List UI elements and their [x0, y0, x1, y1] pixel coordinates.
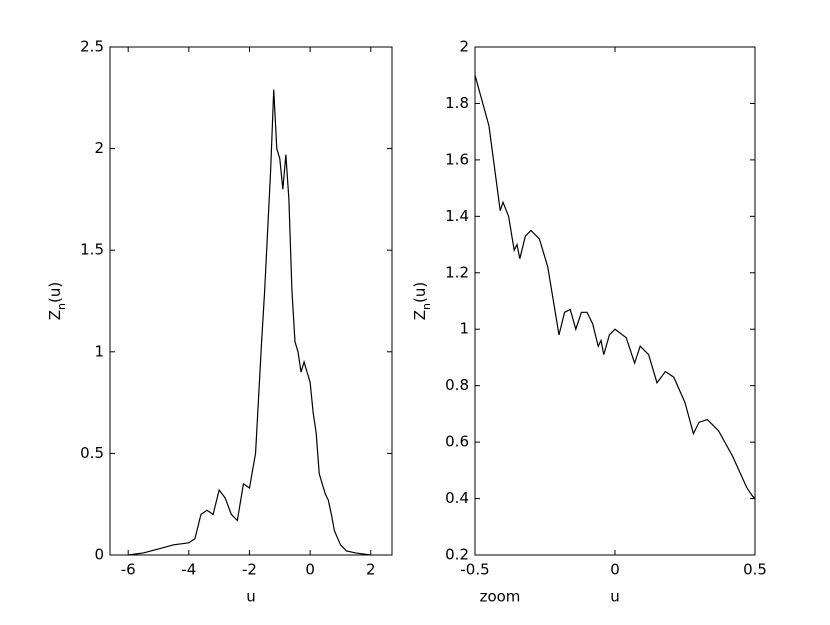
- y-tick-label: 2: [459, 38, 469, 56]
- line-series: [474, 75, 756, 499]
- x-axis-label: u: [246, 588, 256, 606]
- y-tick-label: 0.5: [80, 444, 104, 462]
- y-tick-label: 1.4: [445, 207, 469, 225]
- axes-box: [109, 46, 393, 556]
- y-tick-label: 0.8: [445, 376, 469, 394]
- y-tick-label: 1.2: [445, 263, 469, 281]
- y-tick-label: 0.6: [445, 433, 469, 451]
- annotation: zoom: [480, 588, 521, 606]
- y-tick-label: 1: [459, 320, 469, 338]
- y-tick-label: 1.6: [445, 150, 469, 168]
- y-axis-label-part: n: [420, 303, 433, 310]
- y-tick-label: 0: [94, 546, 104, 564]
- x-tick-label: 0: [305, 561, 315, 579]
- axes-box: [474, 46, 756, 556]
- x-tick-label: -6: [121, 561, 136, 579]
- line-series: [128, 89, 371, 556]
- y-tick-label: 2: [94, 139, 104, 157]
- y-axis-label-part: Z: [411, 310, 429, 320]
- y-axis-label: Zn(u): [411, 282, 433, 320]
- x-tick-label: 2: [366, 561, 376, 579]
- x-tick-label: 0.5: [743, 561, 767, 579]
- x-tick-label: -4: [181, 561, 196, 579]
- x-tick-label: -2: [242, 561, 257, 579]
- y-tick-label: 1.5: [80, 241, 104, 259]
- y-tick-label: 0.4: [445, 489, 469, 507]
- x-axis-label: u: [610, 588, 620, 606]
- y-axis-label-part: n: [55, 303, 68, 310]
- x-tick-label: 0: [610, 561, 620, 579]
- y-tick-label: 0.2: [445, 546, 469, 564]
- y-tick-label: 1: [94, 342, 104, 360]
- y-axis-label-part: (u): [46, 282, 64, 303]
- y-tick-label: 2.5: [80, 38, 104, 56]
- y-axis-label-part: Z: [46, 310, 64, 320]
- x-tick-label: -0.5: [460, 561, 489, 579]
- y-axis-label-part: (u): [411, 282, 429, 303]
- y-tick-label: 1.8: [445, 94, 469, 112]
- y-axis-label: Zn(u): [46, 282, 68, 320]
